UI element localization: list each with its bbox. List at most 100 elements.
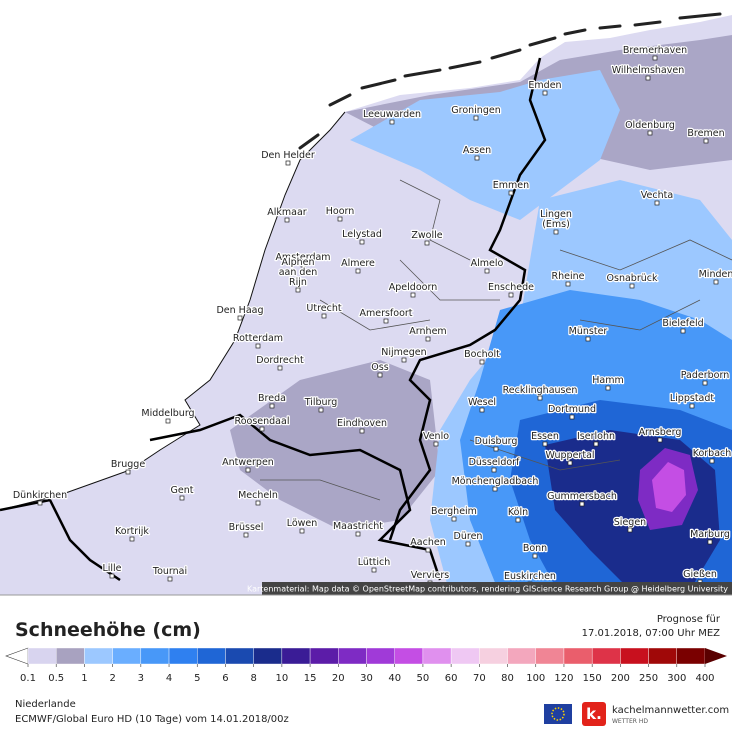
legend-swatch bbox=[281, 647, 311, 665]
city-label: Wesel bbox=[468, 397, 496, 408]
legend-label: 100 bbox=[526, 673, 545, 684]
legend-label: 1 bbox=[81, 673, 87, 684]
city-label: Alphen aan den Rijn bbox=[279, 257, 318, 288]
legend-swatch bbox=[225, 647, 254, 665]
legend-swatch bbox=[676, 647, 706, 665]
city-label: Maastricht bbox=[333, 521, 383, 532]
city-dot bbox=[593, 441, 599, 447]
coastline bbox=[0, 111, 346, 511]
city-dot bbox=[542, 90, 548, 96]
city-dot bbox=[542, 441, 548, 447]
legend-swatch bbox=[479, 647, 508, 665]
logo-name: kachelmannwetter.com bbox=[612, 705, 729, 716]
cities: Bremerhaven Wilhelmshaven Emden Leeuwarden G… bbox=[12, 44, 732, 587]
city-dot bbox=[410, 292, 416, 298]
legend-swatch bbox=[563, 647, 593, 665]
city-label: Gießen bbox=[683, 569, 717, 580]
city-label: Gummersbach bbox=[547, 491, 617, 502]
city-label: Hamm bbox=[592, 375, 623, 386]
city-dot bbox=[284, 217, 290, 223]
city-dot bbox=[299, 528, 305, 534]
city-label: Antwerpen bbox=[222, 457, 274, 468]
legend-swatch bbox=[112, 647, 142, 665]
forecast-time: 17.01.2018, 07:00 Uhr MEZ bbox=[582, 628, 721, 639]
city-dot bbox=[371, 567, 377, 573]
city-dot bbox=[389, 119, 395, 125]
city-dot bbox=[703, 138, 709, 144]
city-label: Eindhoven bbox=[337, 418, 387, 429]
city-label-line: Alphen bbox=[281, 257, 314, 268]
legend-label: 20 bbox=[332, 673, 345, 684]
legend-label: 150 bbox=[583, 673, 602, 684]
legend-label: 0.1 bbox=[20, 673, 36, 684]
city-label: Brugge bbox=[111, 459, 146, 470]
city-label: Dordrecht bbox=[256, 355, 304, 366]
legend-swatch bbox=[56, 647, 85, 665]
city-dot bbox=[565, 281, 571, 287]
city-label: Verviers bbox=[411, 570, 450, 581]
city-dot bbox=[629, 283, 635, 289]
city-dot bbox=[245, 467, 251, 473]
city-label: Bielefeld bbox=[662, 318, 703, 329]
legend-label: 5 bbox=[194, 673, 200, 684]
city-label: Aachen bbox=[410, 537, 445, 548]
city-dot bbox=[109, 573, 115, 579]
city-dot bbox=[285, 160, 291, 166]
legend-swatch bbox=[366, 647, 395, 665]
city-dot bbox=[179, 495, 185, 501]
city-dot bbox=[532, 553, 538, 559]
city-label: Middelburg bbox=[141, 408, 194, 419]
city-dot bbox=[491, 467, 497, 473]
legend-label: 30 bbox=[360, 673, 373, 684]
model-info: ECMWF/Global Euro HD (10 Tage) vom 14.01… bbox=[15, 714, 289, 725]
city-label: Bremerhaven bbox=[623, 45, 687, 56]
city-label: Lüttich bbox=[358, 557, 390, 568]
city-dot bbox=[645, 75, 651, 81]
city-dot bbox=[355, 268, 361, 274]
city-dot bbox=[337, 216, 343, 222]
city-label: Köln bbox=[508, 507, 528, 518]
city-dot bbox=[383, 318, 389, 324]
attribution: Kartenmaterial: Map data © OpenStreetMap… bbox=[247, 585, 728, 594]
city-dot bbox=[479, 407, 485, 413]
city-dot bbox=[647, 130, 653, 136]
city-label: Euskirchen bbox=[504, 571, 556, 582]
legend-swatch bbox=[168, 647, 198, 665]
city-dot bbox=[689, 403, 695, 409]
legend-swatch bbox=[84, 647, 113, 665]
city-label: Dünkirchen bbox=[13, 490, 67, 501]
city-label: Düren bbox=[454, 531, 483, 542]
legend-swatch bbox=[648, 647, 677, 665]
city-dot bbox=[493, 446, 499, 452]
snow-violet bbox=[652, 462, 686, 512]
city-label: Bergheim bbox=[431, 506, 477, 517]
city-label: Siegen bbox=[614, 517, 646, 528]
city-dot bbox=[537, 395, 543, 401]
city-label: Utrecht bbox=[306, 303, 341, 314]
legend-label: 60 bbox=[445, 673, 458, 684]
legend-label: 80 bbox=[501, 673, 514, 684]
city-dot bbox=[515, 517, 521, 523]
city-dot bbox=[359, 428, 365, 434]
legend: 0.1 0.5 1 2 3 4 5 6 8 10 15 20 30 40 50 60 70 80 100 120 150… bbox=[5, 647, 727, 684]
city-dot bbox=[129, 536, 135, 542]
city-label: Tournai bbox=[152, 566, 187, 577]
logo: k. bbox=[582, 702, 606, 726]
city-label: Almere bbox=[341, 258, 375, 269]
city-label: Iserlohn bbox=[577, 431, 615, 442]
city-dot bbox=[508, 190, 514, 196]
city-dot bbox=[359, 239, 365, 245]
city-dot bbox=[627, 527, 633, 533]
forecast-label: Prognose für bbox=[657, 614, 721, 625]
city-label: Groningen bbox=[451, 105, 500, 116]
legend-label: 120 bbox=[554, 673, 573, 684]
legend-above bbox=[705, 648, 727, 664]
city-label: Enschede bbox=[488, 282, 534, 293]
legend-label: 250 bbox=[639, 673, 658, 684]
city-dot bbox=[567, 460, 573, 466]
city-dot bbox=[654, 200, 660, 206]
city-label: Marburg bbox=[690, 529, 730, 540]
legend-swatch bbox=[253, 647, 283, 665]
city-dot bbox=[165, 418, 171, 424]
